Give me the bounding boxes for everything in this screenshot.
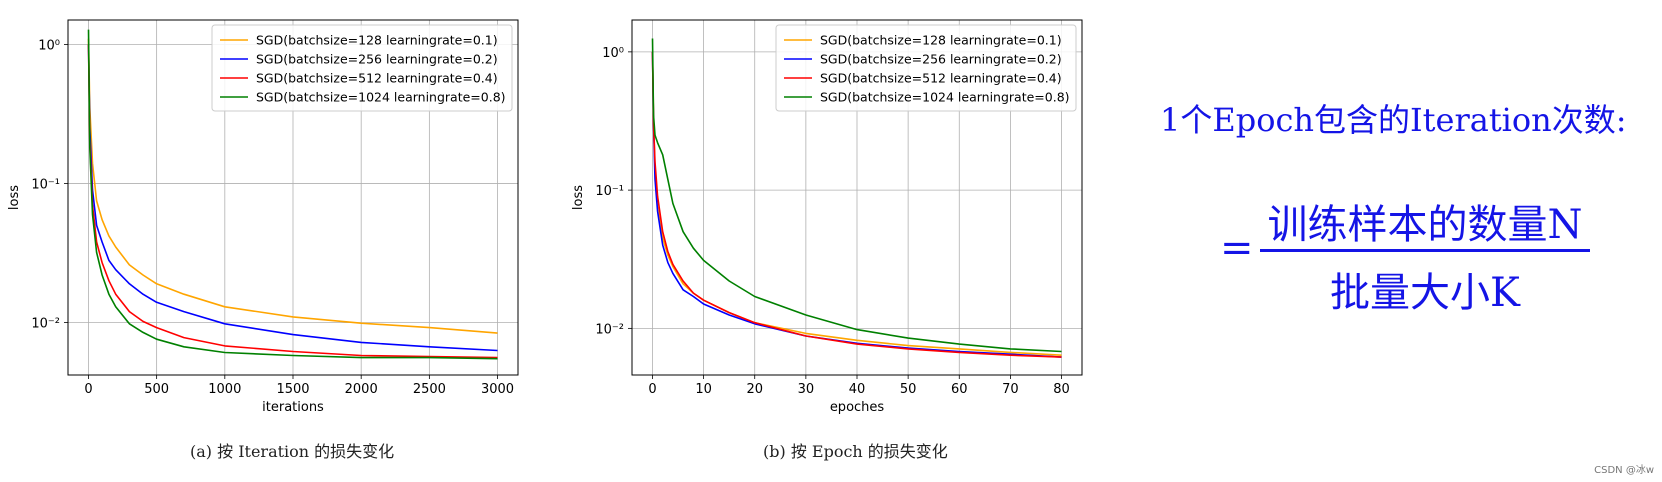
x-tick-label: 20: [746, 382, 763, 397]
y-axis-label: loss: [571, 185, 586, 210]
formula-fraction-bar: [1260, 249, 1590, 252]
x-tick-label: 40: [849, 382, 866, 397]
caption-a: (a) 按 Iteration 的损失变化: [190, 442, 395, 461]
y-tick-label: 10⁰: [38, 38, 60, 53]
formula-line1: 1个Epoch包含的Iteration次数:: [1160, 101, 1627, 139]
legend-box: [775, 24, 1077, 112]
plot-frame: [67, 19, 519, 376]
x-axis-label: epoches: [830, 400, 885, 415]
legend-entry: SGD(batchsize=128 learningrate=0.1): [820, 33, 1062, 48]
legend-entry: SGD(batchsize=512 learningrate=0.4): [820, 71, 1062, 86]
legend-entry: SGD(batchsize=128 learningrate=0.1): [256, 33, 498, 48]
chart-1: 0 10 20 30 40 50 60 70 80 10⁰ 10⁻¹ 10⁻² epoches loss S…: [571, 19, 1083, 415]
series-line-1: [651, 51, 1062, 358]
plot-frame: [631, 19, 1083, 376]
legend-box: [211, 24, 513, 112]
series-line-1: [87, 44, 498, 352]
y-tick-label: 10⁻²: [595, 322, 624, 337]
series-line-2: [87, 44, 498, 359]
x-tick-label: 30: [798, 382, 815, 397]
formula-numerator: 训练样本的数量N: [1267, 202, 1583, 248]
x-tick-label: 2000: [345, 382, 378, 397]
formula-equals: =: [1220, 225, 1254, 271]
caption-b: (b) 按 Epoch 的损失变化: [763, 442, 948, 461]
legend-entry: SGD(batchsize=512 learningrate=0.4): [256, 71, 498, 86]
x-tick-label: 2500: [413, 382, 446, 397]
x-tick-label: 80: [1053, 382, 1070, 397]
series-line-0: [87, 38, 498, 334]
chart-0: 0 500 1000 1500 2000 2500 3000 10⁰ 10⁻¹ 10⁻² itera…: [7, 19, 519, 415]
y-tick-label: 10⁻²: [31, 317, 60, 332]
x-tick-label: 50: [900, 382, 917, 397]
watermark: CSDN @冰w: [1594, 465, 1654, 476]
formula-block: 1个Epoch包含的Iteration次数: = 训练样本的数量N 批量大小K: [1160, 95, 1660, 325]
x-tick-label: 60: [951, 382, 968, 397]
legend-entry: SGD(batchsize=1024 learningrate=0.8): [256, 90, 506, 105]
x-tick-label: 3000: [481, 382, 514, 397]
formula-denominator: 批量大小K: [1330, 270, 1520, 316]
y-tick-label: 10⁰: [602, 46, 624, 61]
y-tick-label: 10⁻¹: [31, 178, 60, 193]
legend-entry: SGD(batchsize=1024 learningrate=0.8): [820, 90, 1070, 105]
x-tick-label: 0: [648, 382, 656, 397]
series-line-3: [87, 29, 498, 360]
legend-entry: SGD(batchsize=256 learningrate=0.2): [820, 52, 1062, 67]
x-tick-label: 1500: [276, 382, 309, 397]
x-tick-label: 10: [695, 382, 712, 397]
x-tick-label: 1000: [208, 382, 241, 397]
series-line-3: [651, 38, 1062, 353]
x-axis-label: iterations: [262, 400, 324, 415]
legend-entry: SGD(batchsize=256 learningrate=0.2): [256, 52, 498, 67]
x-tick-label: 500: [144, 382, 169, 397]
x-tick-label: 70: [1002, 382, 1019, 397]
series-line-2: [651, 51, 1062, 358]
x-tick-label: 0: [84, 382, 92, 397]
y-tick-label: 10⁻¹: [595, 184, 624, 199]
y-axis-label: loss: [7, 185, 22, 210]
